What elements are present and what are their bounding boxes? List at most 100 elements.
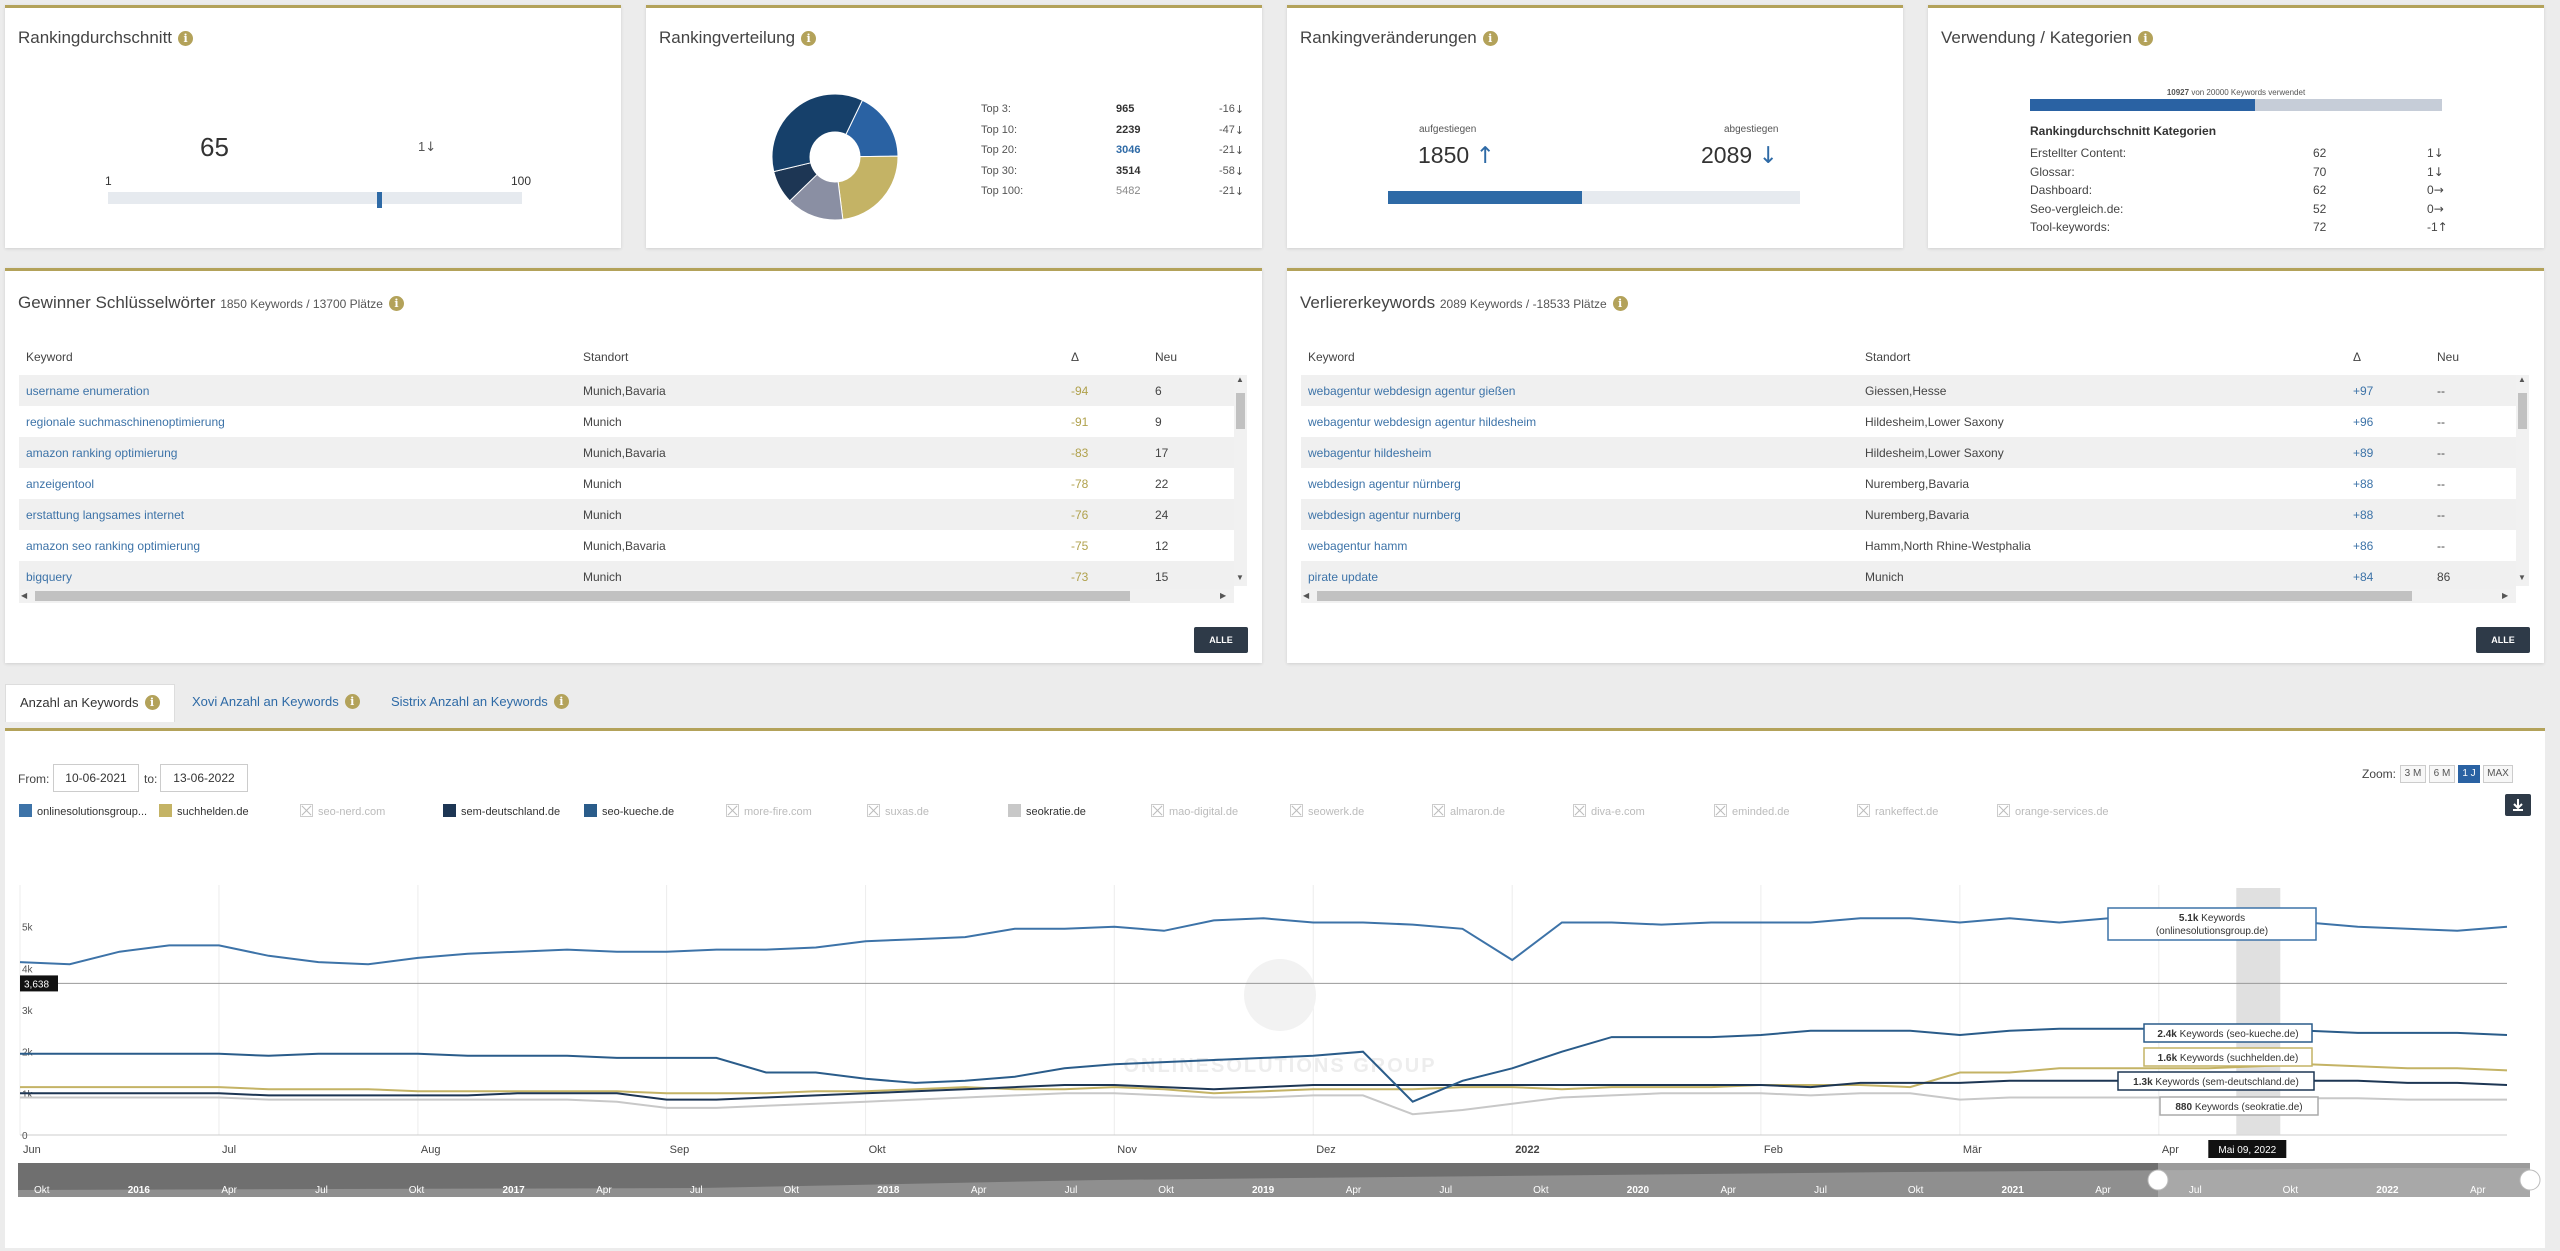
- location-cell: Hildesheim,Lower Saxony: [1865, 415, 2004, 429]
- table-row[interactable]: amazon seo ranking optimierung Munich,Bav…: [19, 530, 1234, 561]
- zoom-max-button[interactable]: MAX: [2483, 765, 2513, 783]
- table-row[interactable]: username enumeration Munich,Bavaria -94 6: [19, 375, 1234, 406]
- tab-sistrix-keywords[interactable]: Sistrix Anzahl an Keywords i: [377, 684, 583, 722]
- legend-item[interactable]: suchhelden.de: [159, 804, 249, 818]
- vertical-scrollbar[interactable]: [1234, 375, 1247, 586]
- tooltip-box: [2143, 1047, 2313, 1067]
- scroll-right-arrow[interactable]: ▶: [1220, 591, 1227, 600]
- column-header[interactable]: Δ: [2353, 350, 2362, 364]
- column-header[interactable]: Standort: [1865, 350, 1911, 364]
- legend-item[interactable]: suxas.de: [867, 804, 929, 818]
- navigator-handle-right[interactable]: [2519, 1169, 2541, 1191]
- info-icon[interactable]: i: [1612, 296, 1628, 311]
- distribution-label: Top 20:: [981, 144, 1018, 156]
- table-row[interactable]: pirate update Munich +84 86: [1301, 561, 2516, 592]
- series-line[interactable]: [20, 1063, 2508, 1095]
- legend-item[interactable]: seo-kueche.de: [584, 804, 674, 818]
- column-header[interactable]: Standort: [583, 350, 629, 364]
- column-header[interactable]: Keyword: [26, 350, 73, 364]
- x-tick-label: Aug: [421, 1144, 441, 1156]
- legend-item[interactable]: onlinesolutionsgroup...: [19, 804, 147, 818]
- scroll-right-arrow[interactable]: ▶: [2502, 591, 2509, 600]
- category-label: Dashboard:: [2030, 183, 2093, 197]
- scrollbar-thumb[interactable]: [2518, 393, 2527, 429]
- to-date-input[interactable]: 13-06-2022: [160, 764, 248, 792]
- legend-item[interactable]: more-fire.com: [726, 804, 812, 818]
- horizontal-scrollbar[interactable]: [1301, 589, 2516, 603]
- info-icon[interactable]: i: [553, 694, 569, 709]
- tab-xovi-keywords[interactable]: Xovi Anzahl an Keywords i: [178, 684, 374, 722]
- table-row[interactable]: regionale suchmaschinenoptimierung Munich…: [19, 406, 1234, 437]
- table-row[interactable]: bigquery Munich -73 15: [19, 561, 1234, 592]
- info-icon[interactable]: i: [2137, 31, 2153, 46]
- category-delta: 0 →: [2427, 183, 2444, 197]
- legend-item[interactable]: eminded.de: [1714, 804, 1790, 818]
- zoom-3m-button[interactable]: 3 M: [2400, 765, 2426, 783]
- legend-item[interactable]: seo-nerd.com: [300, 804, 385, 818]
- column-header[interactable]: Keyword: [1308, 350, 1355, 364]
- table-row[interactable]: webagentur webdesign agentur gießen Giess…: [1301, 375, 2516, 406]
- table-row[interactable]: webdesign agentur nurnberg Nuremberg,Bava…: [1301, 499, 2516, 530]
- show-all-button[interactable]: ALLE: [1194, 627, 1248, 653]
- info-icon[interactable]: i: [1482, 31, 1498, 46]
- table-row[interactable]: webagentur hamm Hamm,North Rhine-Westphal…: [1301, 530, 2516, 561]
- tab-anzahl-keywords[interactable]: Anzahl an Keywords i: [5, 684, 175, 722]
- table-row[interactable]: webagentur webdesign agentur hildesheim H…: [1301, 406, 2516, 437]
- scroll-down-arrow[interactable]: ▼: [1236, 573, 1244, 582]
- column-header[interactable]: Neu: [1155, 350, 1178, 364]
- scroll-down-arrow[interactable]: ▼: [2518, 573, 2526, 582]
- info-icon[interactable]: i: [178, 31, 194, 46]
- scrollbar-thumb[interactable]: [35, 591, 1130, 601]
- info-icon[interactable]: i: [344, 694, 360, 709]
- navigator-label: 2017: [502, 1185, 525, 1196]
- info-icon[interactable]: i: [388, 296, 404, 311]
- legend-item[interactable]: diva-e.com: [1573, 804, 1645, 818]
- from-date-input[interactable]: 10-06-2021: [53, 764, 139, 792]
- table-row[interactable]: anzeigentool Munich -78 22: [19, 468, 1234, 499]
- vertical-scrollbar[interactable]: [2516, 375, 2529, 586]
- series-line[interactable]: [20, 1092, 2507, 1116]
- legend-item[interactable]: orange-services.de: [1997, 804, 2109, 818]
- distribution-value: 2239: [1116, 123, 1141, 136]
- info-icon[interactable]: i: [144, 695, 160, 710]
- scroll-up-arrow[interactable]: ▲: [1236, 375, 1244, 384]
- export-button[interactable]: [2505, 794, 2531, 816]
- navigator-handle-left[interactable]: [2147, 1169, 2169, 1191]
- column-header[interactable]: Neu: [2437, 350, 2460, 364]
- new-cell: 22: [1155, 477, 1169, 491]
- chart-navigator[interactable]: Okt 2016 Apr Jul Okt 2017 Apr Jul Okt 2018 Apr Jul O…: [0, 1160, 2560, 1205]
- series-line[interactable]: [20, 1027, 2508, 1103]
- table-row[interactable]: webagentur hildesheim Hildesheim,Lower Sa…: [1301, 437, 2516, 468]
- scroll-left-arrow[interactable]: ◀: [1303, 591, 1310, 600]
- table-row[interactable]: erstattung langsames internet Munich -76 24: [19, 499, 1234, 530]
- zoom-1j-button[interactable]: 1 J: [2458, 765, 2480, 783]
- zoom-label: Zoom:: [2362, 767, 2397, 781]
- series-line[interactable]: [19, 917, 2508, 966]
- arrow-down-icon: ↓: [1234, 144, 1245, 157]
- column-header[interactable]: Δ: [1071, 350, 1080, 364]
- category-row: Seo-vergleich.de: 52 0 →: [2030, 202, 2444, 221]
- legend-item[interactable]: mao-digital.de: [1151, 804, 1238, 818]
- ranking-average-card: Rankingdurchschnitt i 65 1↓ 1 100: [5, 5, 621, 248]
- legend-item[interactable]: sem-deutschland.de: [443, 804, 560, 818]
- delta-cell: +97: [2353, 384, 2374, 398]
- zoom-6m-button[interactable]: 6 M: [2429, 765, 2455, 783]
- y-tick-label: 1k: [22, 1089, 34, 1100]
- category-delta: 1 ↓: [2427, 164, 2444, 179]
- scroll-left-arrow[interactable]: ◀: [21, 591, 28, 600]
- scrollbar-thumb[interactable]: [1317, 591, 2412, 601]
- legend-item[interactable]: rankeffect.de: [1857, 804, 1938, 818]
- scrollbar-thumb[interactable]: [1236, 393, 1245, 429]
- navigator-selection[interactable]: [2158, 1163, 2530, 1197]
- horizontal-scrollbar[interactable]: [19, 589, 1234, 603]
- legend-item[interactable]: seokratie.de: [1008, 804, 1086, 818]
- scroll-up-arrow[interactable]: ▲: [2518, 375, 2526, 384]
- show-all-button[interactable]: ALLE: [2476, 627, 2530, 653]
- table-row[interactable]: webdesign agentur nürnberg Nuremberg,Bava…: [1301, 468, 2516, 499]
- legend-item[interactable]: almaron.de: [1432, 804, 1505, 818]
- series-line[interactable]: [20, 1079, 2508, 1101]
- legend-item[interactable]: seowerk.de: [1290, 804, 1364, 818]
- delta-cell: -91: [1071, 415, 1089, 429]
- info-icon[interactable]: i: [801, 31, 817, 46]
- table-row[interactable]: amazon ranking optimierung Munich,Bavaria…: [19, 437, 1234, 468]
